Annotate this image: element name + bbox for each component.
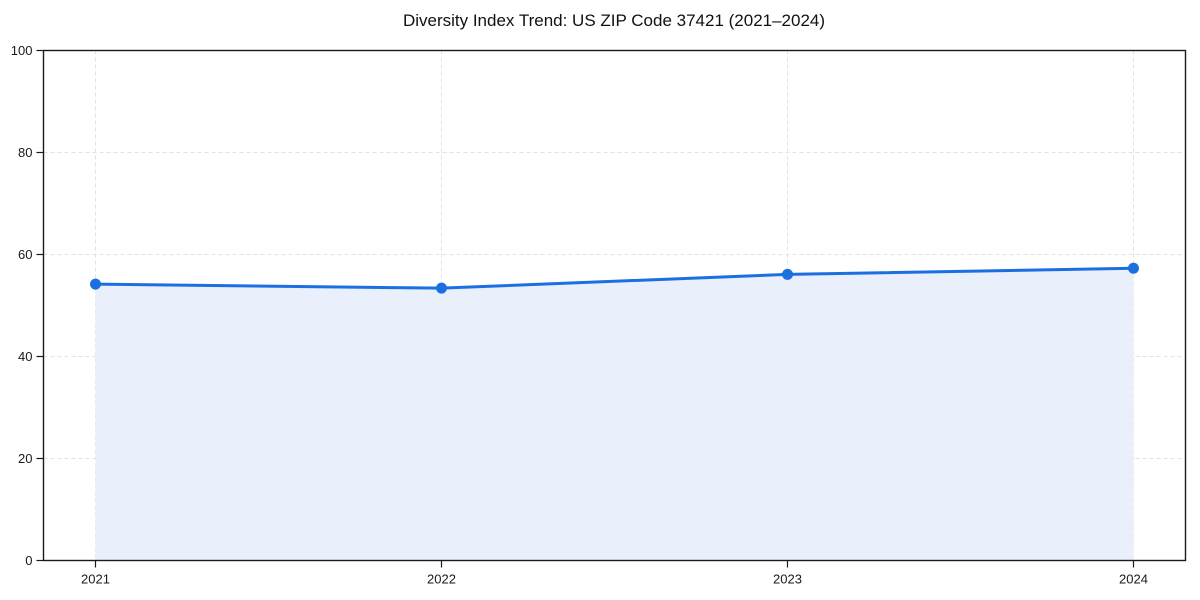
data-point — [1128, 262, 1139, 274]
y-tick-label: 20 — [18, 451, 32, 466]
data-points — [90, 262, 1139, 294]
y-tick-label: 0 — [25, 553, 32, 568]
x-tick-label: 2022 — [427, 572, 456, 587]
y-tick-label: 80 — [18, 145, 32, 160]
chart-title: Diversity Index Trend: US ZIP Code 37421… — [402, 11, 826, 30]
plot-frame — [42, 49, 1187, 562]
data-point — [782, 268, 793, 280]
y-tick-label: 100 — [11, 43, 33, 58]
y-tick-label: 40 — [18, 349, 32, 364]
y-axis: 0 20 40 60 80 100 — [11, 43, 44, 568]
line-series — [94, 266, 1135, 290]
x-axis: 2021 2022 2023 2024 — [81, 560, 1148, 587]
y-tick-label: 60 — [18, 247, 32, 262]
data-point — [436, 282, 447, 294]
x-tick-label: 2021 — [81, 572, 110, 587]
trend-line — [94, 266, 1135, 290]
plot-border — [42, 49, 1187, 562]
data-point — [90, 278, 101, 290]
x-tick-label: 2023 — [773, 572, 802, 587]
area-fill — [95, 268, 1134, 561]
area-series — [95, 268, 1134, 561]
x-tick-label: 2024 — [1119, 572, 1148, 587]
